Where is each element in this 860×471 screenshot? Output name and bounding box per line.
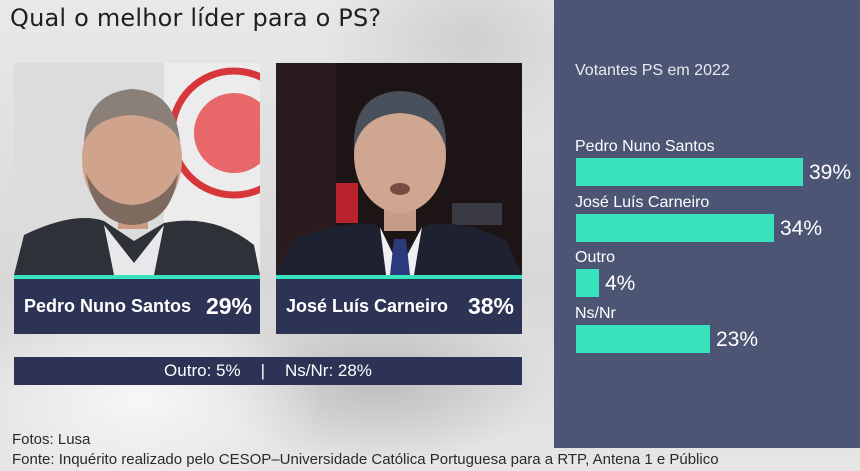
source-note: Fonte: Inquérito realizado pelo CESOP–Un… — [12, 451, 719, 468]
nsnr-result: Ns/Nr: 28% — [285, 361, 372, 380]
others-results-box: Outro: 5% | Ns/Nr: 28% — [14, 357, 522, 385]
candidate-name: Pedro Nuno Santos — [24, 296, 192, 316]
outro-result: Outro: 5% — [164, 361, 241, 380]
bar-jose-luis-carneiro — [576, 214, 774, 242]
candidate-result-jose-luis-carneiro: José Luís Carneiro 38% — [276, 279, 522, 334]
bar-value-label: 23% — [716, 328, 759, 351]
candidate-name: José Luís Carneiro — [286, 296, 449, 316]
page-title: Qual o melhor líder para o PS? — [10, 4, 382, 32]
results-separator: | — [260, 361, 266, 380]
bar-value-label: 34% — [780, 217, 823, 240]
photo-accent-line — [276, 275, 522, 279]
candidate-photo-pedro-nuno-santos — [14, 63, 260, 275]
chart-title: Votantes PS em 2022 — [575, 62, 730, 79]
bar-value-label: 4% — [605, 272, 636, 295]
bar-ns-nr — [576, 325, 710, 353]
bar-value-label: 39% — [809, 161, 852, 184]
photo-credit: Fotos: Lusa — [12, 431, 91, 448]
bar-pedro-nuno-santos — [576, 158, 803, 186]
bar-label: Outro — [575, 249, 616, 266]
photo-accent-line — [14, 275, 260, 279]
candidate-result-pedro-nuno-santos: Pedro Nuno Santos 29% — [14, 279, 260, 334]
bar-label: José Luís Carneiro — [575, 194, 710, 211]
bar-label: Pedro Nuno Santos — [575, 138, 715, 155]
candidate-percentage: 29% — [205, 293, 252, 319]
bar-label: Ns/Nr — [575, 305, 616, 322]
candidate-percentage: 38% — [467, 293, 514, 319]
bar-outro — [576, 269, 599, 297]
candidate-photo-jose-luis-carneiro — [276, 63, 522, 275]
